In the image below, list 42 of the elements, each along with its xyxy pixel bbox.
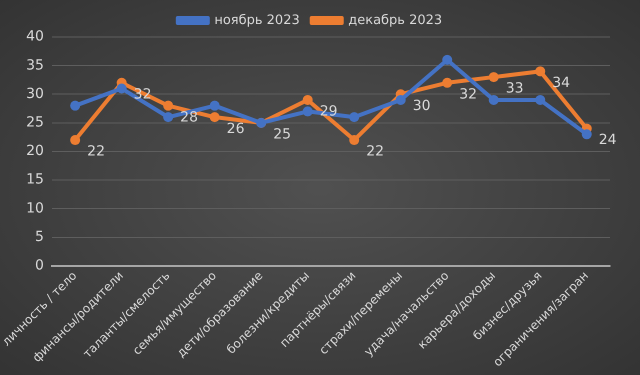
data-label: 25 [273, 126, 292, 142]
y-tick-label: 35 [26, 57, 44, 74]
point [535, 66, 546, 76]
data-label: 26 [226, 120, 245, 137]
legend-label: ноябрь 2023 [214, 12, 300, 28]
point [163, 100, 174, 111]
data-label: 34 [552, 74, 570, 91]
point [442, 54, 452, 65]
data-label: 24 [598, 132, 617, 148]
point [70, 100, 80, 111]
point [116, 84, 127, 94]
y-tick-label: 40 [26, 28, 44, 45]
y-tick-label: 25 [26, 114, 44, 130]
point [442, 78, 452, 88]
point [302, 94, 313, 105]
data-label: 33 [506, 80, 524, 97]
point [396, 94, 406, 105]
y-tick-label: 20 [26, 143, 44, 160]
y-tick-label: 15 [26, 172, 44, 188]
point [488, 72, 499, 82]
point [349, 135, 360, 146]
point [210, 112, 220, 122]
point [163, 112, 174, 122]
data-label: 22 [87, 144, 105, 160]
data-label: 28 [180, 109, 198, 126]
data-label: 30 [412, 98, 431, 114]
y-tick-label: 30 [26, 86, 44, 102]
point [582, 129, 592, 140]
legend-label: декабрь 2023 [348, 12, 442, 28]
data-label: 32 [134, 86, 152, 102]
data-label: 29 [320, 104, 338, 120]
point [488, 94, 499, 105]
point [210, 100, 220, 111]
point [302, 106, 313, 116]
y-tick-label: 0 [34, 258, 44, 274]
y-tick-label: 10 [26, 200, 44, 216]
point [535, 94, 546, 105]
data-label: 22 [366, 144, 384, 160]
point [349, 112, 360, 122]
y-tick-label: 5 [34, 228, 44, 245]
point [70, 135, 80, 146]
data-label: 32 [459, 86, 478, 102]
